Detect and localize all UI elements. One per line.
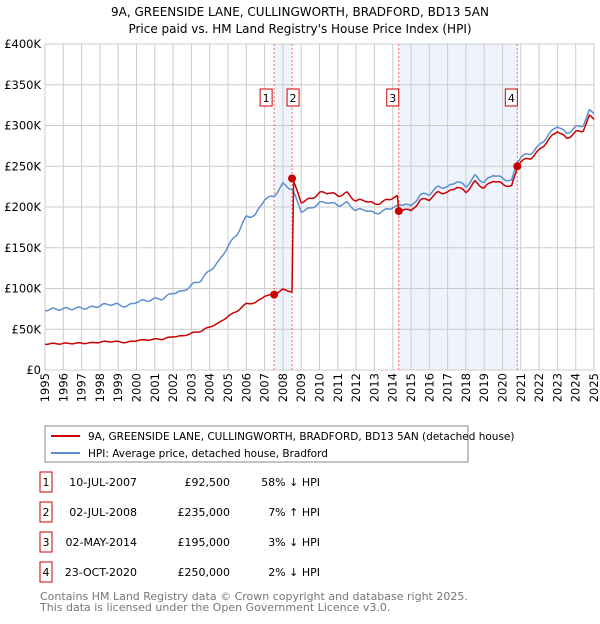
x-tick-label: 2009 <box>294 373 308 402</box>
table-sale-price: £235,000 <box>178 506 231 519</box>
sale-label-number: 4 <box>508 92 515 105</box>
sale-point <box>288 174 297 183</box>
plot-frame <box>44 43 595 371</box>
x-tick-label: 2000 <box>130 373 144 402</box>
x-tick-label: 2006 <box>239 373 253 402</box>
x-tick-label: 2003 <box>184 373 198 402</box>
table-sale-price: £195,000 <box>178 536 231 549</box>
sale-label-box <box>286 88 300 107</box>
y-tick-label: £300K <box>4 119 41 133</box>
table-sale-number-box <box>39 531 53 553</box>
x-tick-label: 1997 <box>75 373 89 402</box>
legend-hpi-label: HPI: Average price, detached house, Brad… <box>88 448 328 460</box>
y-tick-label: £100K <box>4 282 41 296</box>
x-tick-label: 2010 <box>313 373 327 402</box>
table-sale-date: 02-JUL-2008 <box>69 506 137 519</box>
x-tick-label: 2019 <box>477 373 491 402</box>
sale-label-box <box>504 88 518 107</box>
y-tick-label: £250K <box>4 159 41 173</box>
x-tick-label: 1999 <box>111 373 125 402</box>
sale-label-box <box>259 88 273 107</box>
x-tick-label: 2023 <box>550 373 564 402</box>
sale-label-number: 3 <box>389 92 396 105</box>
property-price-line <box>44 113 595 346</box>
sale-point <box>270 290 279 299</box>
x-tick-label: 2007 <box>258 373 272 402</box>
y-tick-label: £200K <box>4 200 41 214</box>
x-tick-label: 2011 <box>331 373 345 402</box>
x-tick-label: 2022 <box>532 373 546 402</box>
x-tick-label: 1996 <box>56 373 70 402</box>
x-tick-label: 2020 <box>496 373 510 402</box>
sale-point <box>513 162 522 171</box>
table-sale-number-box <box>39 471 53 493</box>
y-tick-label: £400K <box>4 37 41 51</box>
table-sale-hpi-diff: 58% ↓ HPI <box>261 476 320 489</box>
y-tick-label: £0 <box>26 363 41 377</box>
footer-line-2: This data is licensed under the Open Gov… <box>39 601 390 614</box>
table-sale-hpi-diff: 7% ↑ HPI <box>268 506 320 519</box>
legend-property-label: 9A, GREENSIDE LANE, CULLINGWORTH, BRADFO… <box>88 431 515 443</box>
x-tick-label: 2004 <box>203 373 217 402</box>
table-sale-number: 1 <box>43 476 50 489</box>
table-sale-price: £250,000 <box>178 566 231 579</box>
x-tick-label: 2017 <box>441 373 455 402</box>
x-tick-label: 2015 <box>404 373 418 402</box>
x-tick-label: 1998 <box>93 373 107 402</box>
table-sale-number: 3 <box>43 536 50 549</box>
table-sale-date: 10-JUL-2007 <box>69 476 137 489</box>
table-sale-date: 23-OCT-2020 <box>65 566 137 579</box>
footer-line-1: Contains HM Land Registry data © Crown c… <box>40 590 468 603</box>
table-sale-hpi-diff: 3% ↓ HPI <box>268 536 320 549</box>
table-sale-price: £92,500 <box>185 476 231 489</box>
x-tick-label: 2014 <box>386 373 400 402</box>
sale-point <box>394 207 403 216</box>
x-tick-label: 2018 <box>459 373 473 402</box>
y-tick-label: £150K <box>4 241 41 255</box>
x-tick-label: 2013 <box>367 373 381 402</box>
table-sale-number: 2 <box>43 506 50 519</box>
hpi-line <box>44 108 595 312</box>
x-tick-label: 2002 <box>166 373 180 402</box>
x-tick-label: 2008 <box>276 373 290 402</box>
y-tick-label: £50K <box>12 322 42 336</box>
y-tick-label: £350K <box>4 78 41 92</box>
table-sale-hpi-diff: 2% ↓ HPI <box>268 566 320 579</box>
x-tick-label: 2005 <box>221 373 235 402</box>
x-tick-label: 2016 <box>422 373 436 402</box>
chart-title: 9A, GREENSIDE LANE, CULLINGWORTH, BRADFO… <box>111 5 489 19</box>
table-sale-number-box <box>39 501 53 523</box>
x-tick-label: 2001 <box>148 373 162 402</box>
table-sale-date: 02-MAY-2014 <box>65 536 137 549</box>
x-tick-label: 1995 <box>38 373 52 402</box>
x-tick-label: 2012 <box>349 373 363 402</box>
sale-label-number: 1 <box>263 92 270 105</box>
x-tick-label: 2025 <box>587 373 600 402</box>
x-tick-label: 2024 <box>569 373 583 402</box>
chart-subtitle: Price paid vs. HM Land Registry's House … <box>128 22 471 36</box>
sale-label-number: 2 <box>290 92 297 105</box>
legend: 9A, GREENSIDE LANE, CULLINGWORTH, BRADFO… <box>44 425 515 463</box>
sale-label-box <box>386 88 400 107</box>
x-tick-label: 2021 <box>514 373 528 402</box>
table-sale-number: 4 <box>43 566 50 579</box>
table-sale-number-box <box>39 561 53 583</box>
